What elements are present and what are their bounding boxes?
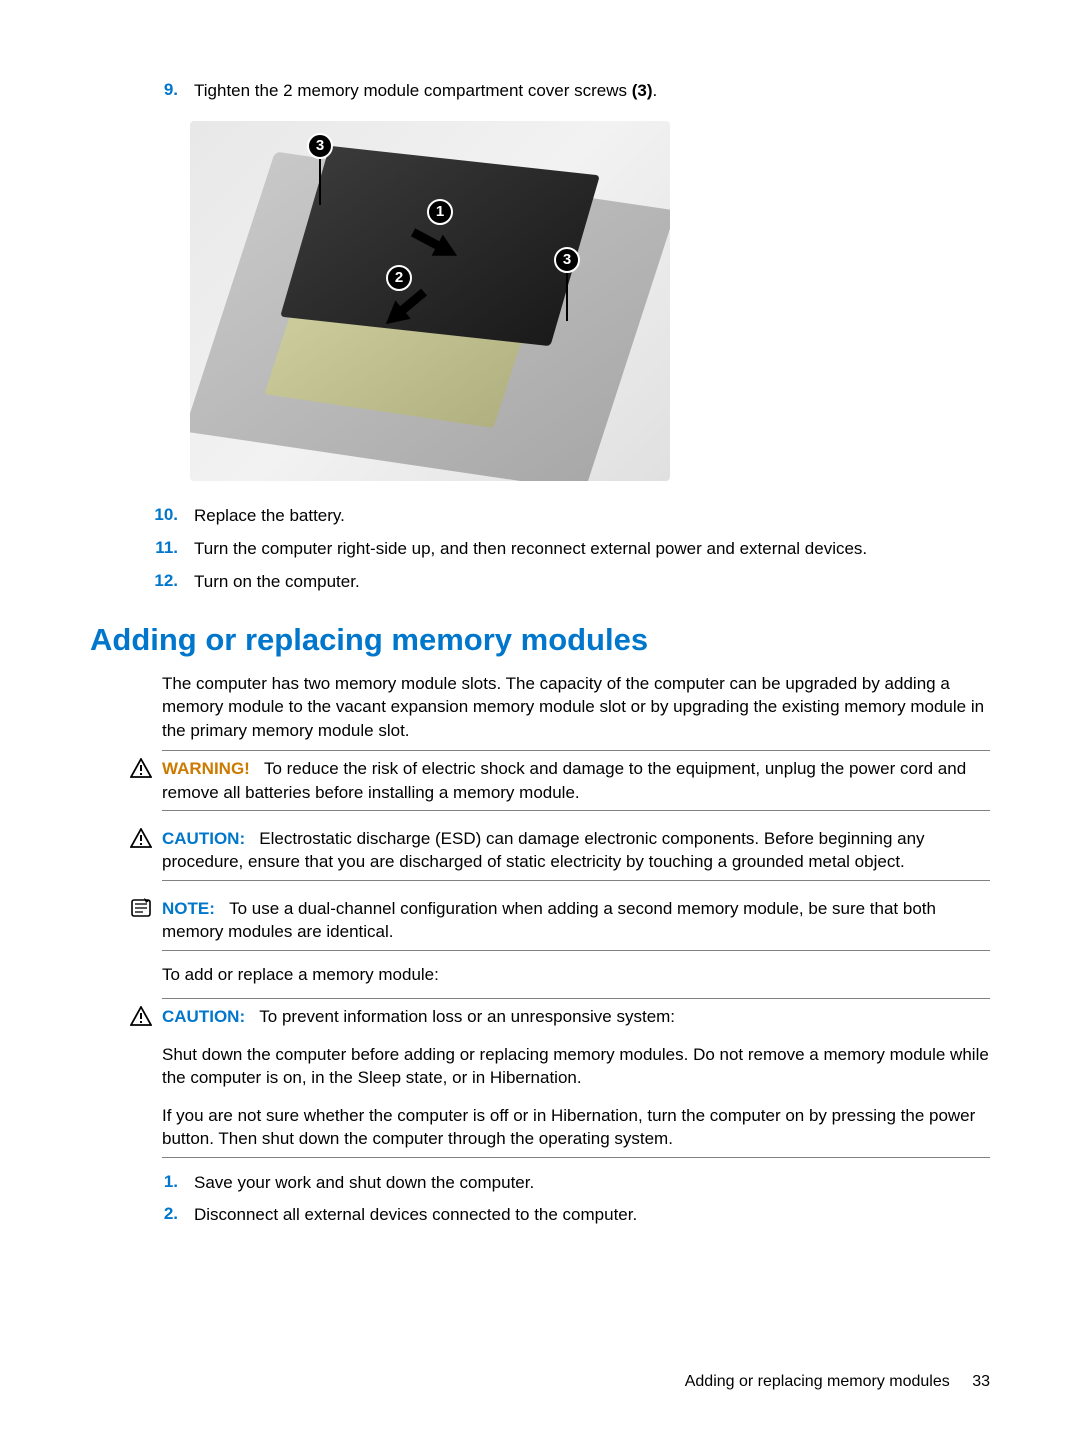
step-text: Disconnect all external devices connecte… <box>194 1204 990 1227</box>
caution-block-1: CAUTION: Electrostatic discharge (ESD) c… <box>162 821 990 881</box>
step-b2: 2. Disconnect all external devices conne… <box>90 1204 990 1227</box>
step-number: 12. <box>90 571 194 594</box>
callout-2: 2 <box>386 265 412 291</box>
diagram-container: 3 1 3 2 <box>190 121 990 481</box>
laptop-diagram: 3 1 3 2 <box>190 121 670 481</box>
intro-paragraph: The computer has two memory module slots… <box>162 672 990 742</box>
warning-block: WARNING! To reduce the risk of electric … <box>162 750 990 811</box>
callout-line <box>319 155 321 205</box>
callout-1: 1 <box>427 199 453 225</box>
caution-text: CAUTION: Electrostatic discharge (ESD) c… <box>162 827 990 874</box>
caution-block-2: CAUTION: To prevent information loss or … <box>162 998 990 1157</box>
warning-text: WARNING! To reduce the risk of electric … <box>162 757 990 804</box>
warning-icon <box>130 758 154 804</box>
caution2-line3: If you are not sure whether the computer… <box>162 1104 990 1151</box>
caution-label: CAUTION: <box>162 829 245 848</box>
step-text: Tighten the 2 memory module compartment … <box>194 80 990 103</box>
note-icon <box>130 898 154 944</box>
page-number: 33 <box>972 1373 990 1390</box>
step-text-post: . <box>653 81 658 100</box>
step-9: 9. Tighten the 2 memory module compartme… <box>90 80 990 103</box>
step-number: 10. <box>90 505 194 528</box>
note-text: NOTE: To use a dual-channel configuratio… <box>162 897 990 944</box>
step-number: 2. <box>90 1204 194 1227</box>
note-body: To use a dual-channel configuration when… <box>162 899 936 941</box>
page-footer: Adding or replacing memory modules 33 <box>685 1373 990 1391</box>
caution-label: CAUTION: <box>162 1007 245 1026</box>
step-11: 11. Turn the computer right-side up, and… <box>90 538 990 561</box>
note-label: NOTE: <box>162 899 215 918</box>
caution-text: CAUTION: To prevent information loss or … <box>162 1005 990 1150</box>
page-content: 9. Tighten the 2 memory module compartme… <box>90 80 990 1227</box>
caution2-line2: Shut down the computer before adding or … <box>162 1043 990 1090</box>
step-b1: 1. Save your work and shut down the comp… <box>90 1172 990 1195</box>
step-text: Replace the battery. <box>194 505 990 528</box>
caution-body: Electrostatic discharge (ESD) can damage… <box>162 829 925 871</box>
step-10: 10. Replace the battery. <box>90 505 990 528</box>
step-text: Turn the computer right-side up, and the… <box>194 538 990 561</box>
caution2-line1: To prevent information loss or an unresp… <box>259 1007 675 1026</box>
step-number: 11. <box>90 538 194 561</box>
step-text-bold: (3) <box>632 81 653 100</box>
callout-line <box>566 269 568 321</box>
warning-label: WARNING! <box>162 759 250 778</box>
callout-3a: 3 <box>307 133 333 159</box>
step-text-pre: Tighten the 2 memory module compartment … <box>194 81 632 100</box>
caution-icon <box>130 1006 154 1150</box>
step-number: 1. <box>90 1172 194 1195</box>
warning-body: To reduce the risk of electric shock and… <box>162 759 966 801</box>
step-12: 12. Turn on the computer. <box>90 571 990 594</box>
step-number: 9. <box>90 80 194 103</box>
footer-title: Adding or replacing memory modules <box>685 1373 950 1390</box>
note-block: NOTE: To use a dual-channel configuratio… <box>162 891 990 951</box>
step-text: Turn on the computer. <box>194 571 990 594</box>
mid-line: To add or replace a memory module: <box>162 963 990 986</box>
caution-icon <box>130 828 154 874</box>
section-heading: Adding or replacing memory modules <box>90 622 990 658</box>
callout-3b: 3 <box>554 247 580 273</box>
step-text: Save your work and shut down the compute… <box>194 1172 990 1195</box>
